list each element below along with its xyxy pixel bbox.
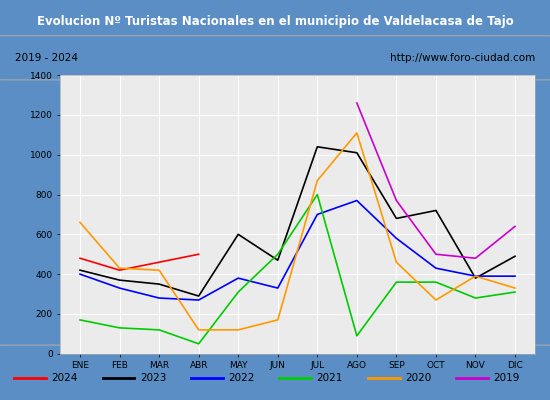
Text: 2022: 2022 — [228, 373, 255, 383]
Text: http://www.foro-ciudad.com: http://www.foro-ciudad.com — [389, 53, 535, 63]
Text: 2020: 2020 — [405, 373, 431, 383]
Text: 2024: 2024 — [52, 373, 78, 383]
Text: 2019: 2019 — [493, 373, 520, 383]
Text: 2021: 2021 — [317, 373, 343, 383]
Text: Evolucion Nº Turistas Nacionales en el municipio de Valdelacasa de Tajo: Evolucion Nº Turistas Nacionales en el m… — [37, 14, 513, 28]
Text: 2023: 2023 — [140, 373, 166, 383]
Text: 2019 - 2024: 2019 - 2024 — [15, 53, 78, 63]
